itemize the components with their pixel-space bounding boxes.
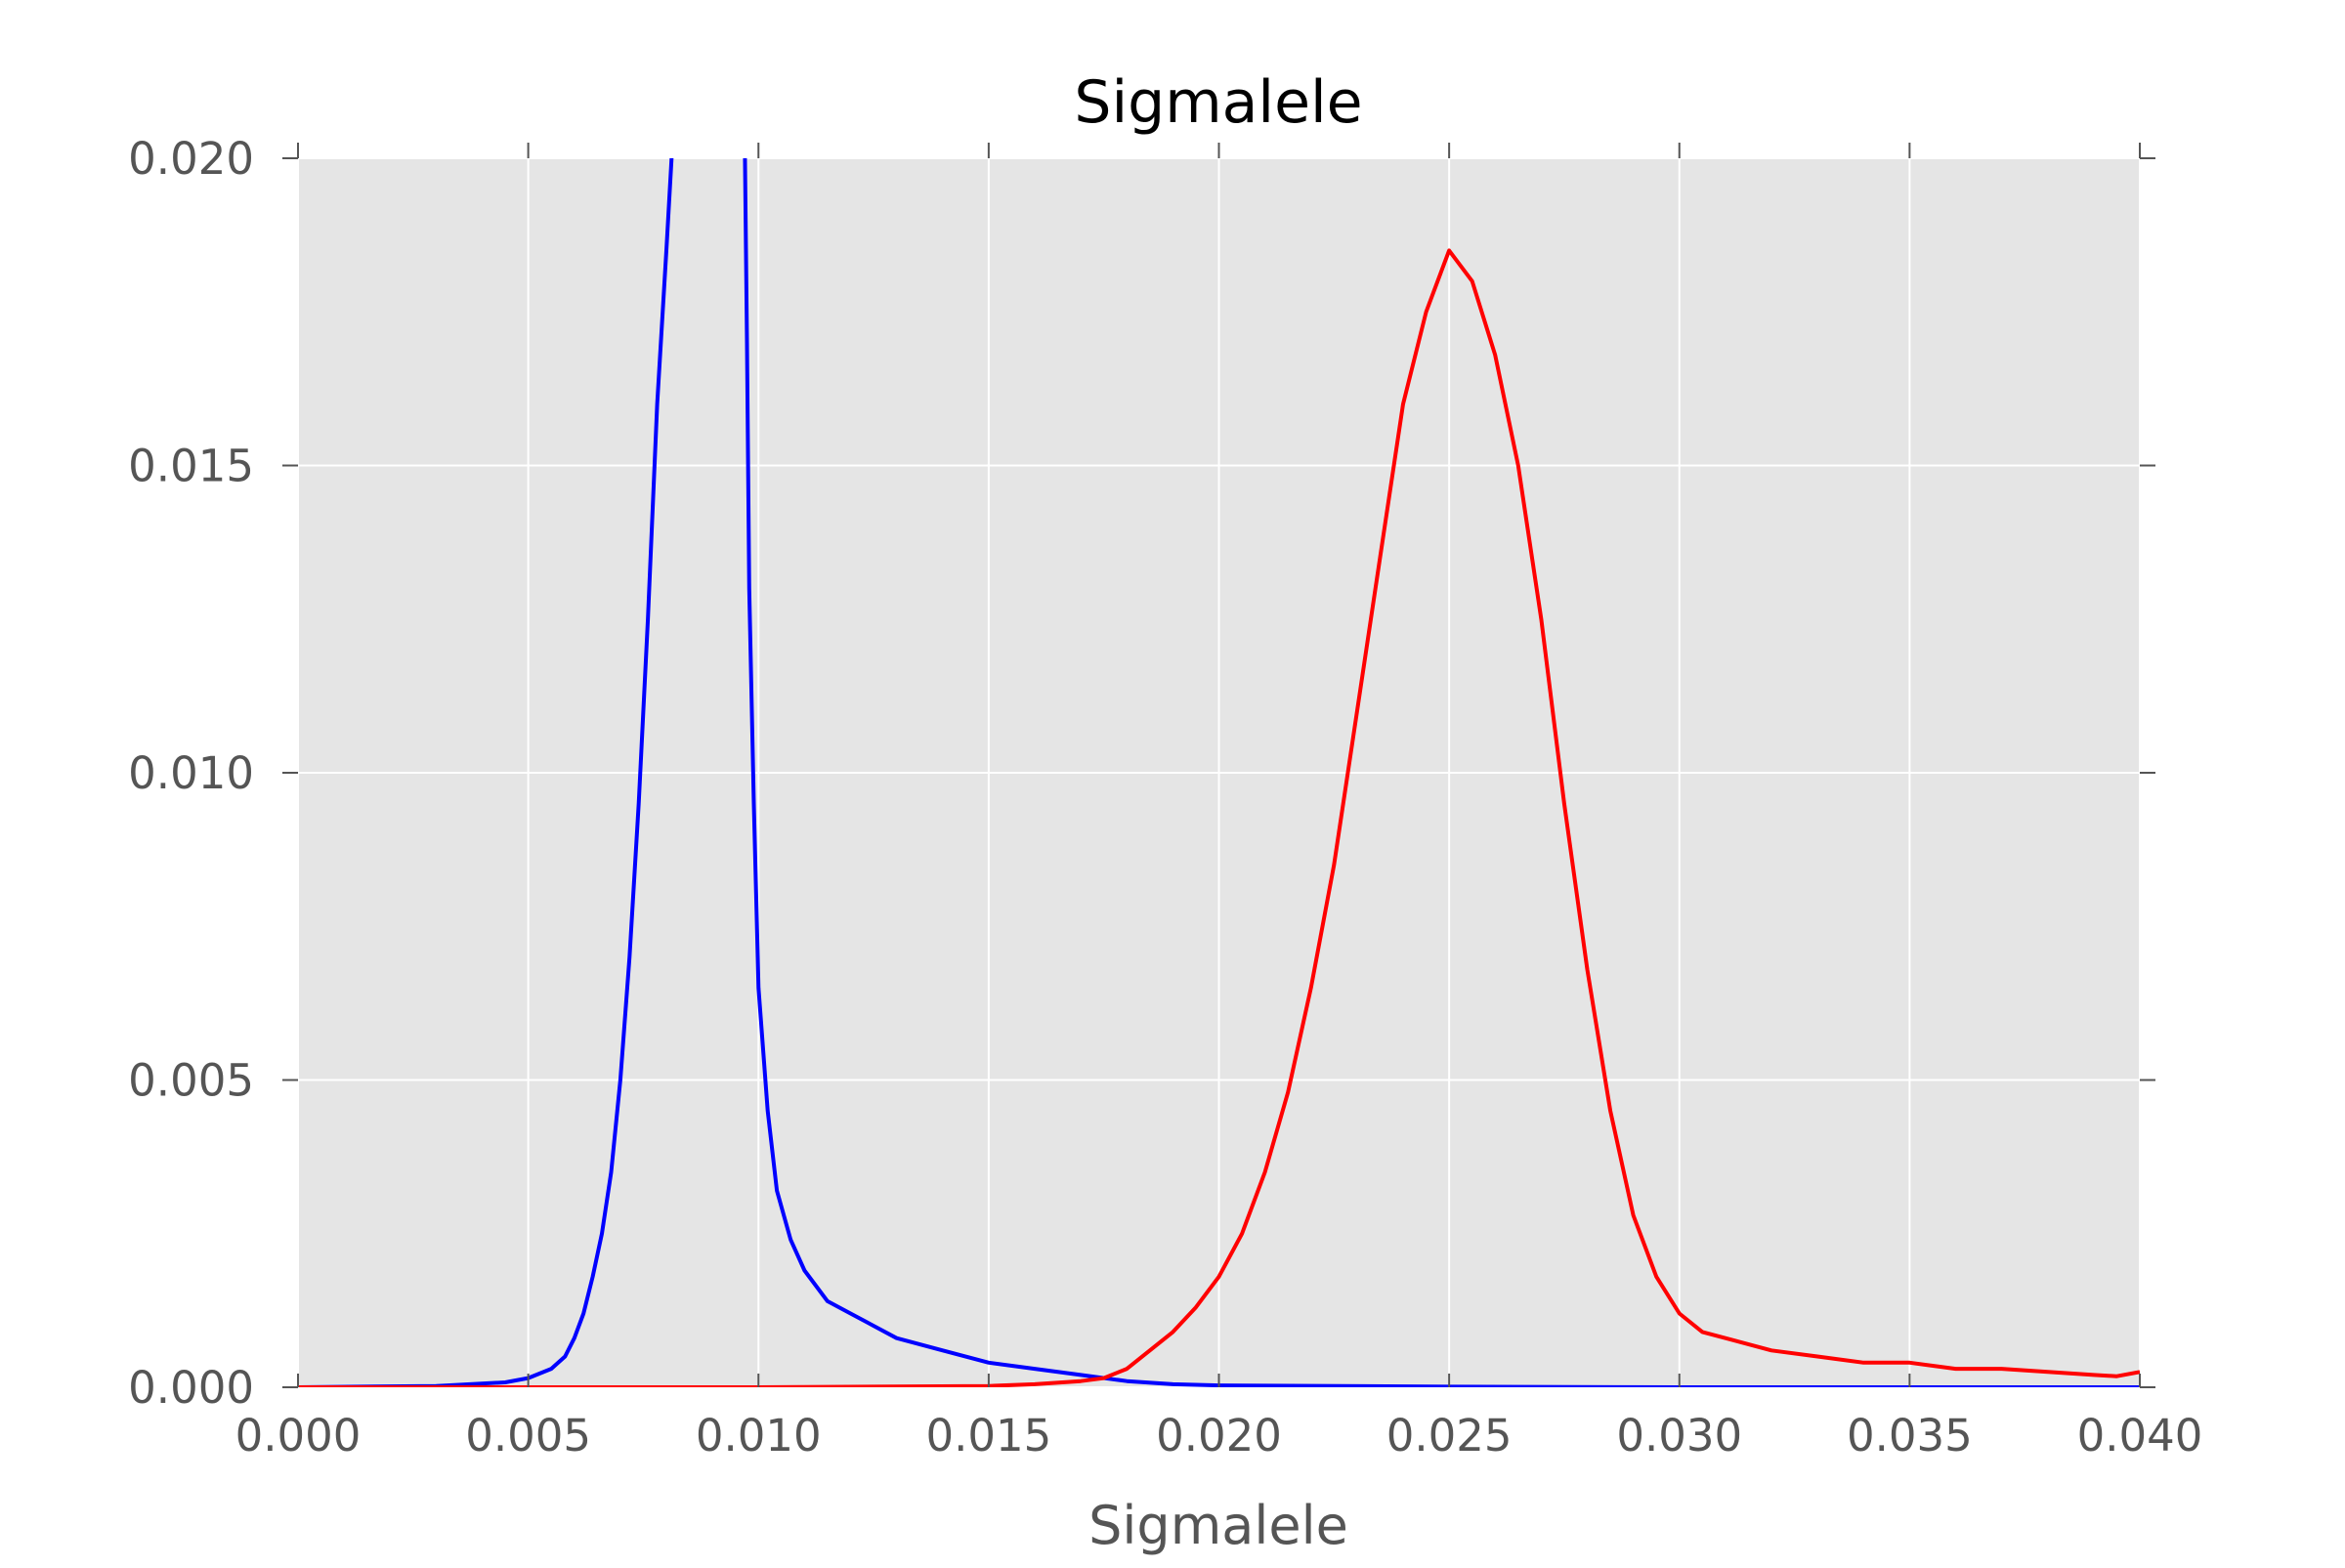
x-tick-label: 0.025	[1386, 1410, 1513, 1462]
series-line-2	[298, 248, 2140, 1387]
series-line-1	[298, 158, 2140, 1387]
chart-title: Sigmalele	[1074, 68, 1362, 137]
y-axis: 0.000 0.005 0.010 0.015 0.020	[128, 133, 2155, 1414]
y-tick-label: 0.020	[128, 133, 254, 185]
x-tick-label: 0.000	[235, 1410, 362, 1462]
series-lines	[298, 158, 2140, 1387]
y-tick-label: 0.010	[128, 747, 254, 799]
y-tick-label: 0.005	[128, 1055, 254, 1107]
x-tick-label: 0.005	[465, 1410, 591, 1462]
y-tick-label: 0.000	[128, 1362, 254, 1414]
y-tick-label: 0.015	[128, 441, 254, 492]
x-tick-label: 0.030	[1616, 1410, 1742, 1462]
plot-area	[297, 157, 2141, 1388]
x-tick-label: 0.035	[1847, 1410, 1973, 1462]
x-axis: 0.000 0.005 0.010 0.015 0.020 0.025 0.030 0.035…	[235, 143, 2203, 1462]
x-tick-label: 0.010	[696, 1410, 822, 1462]
x-tick-label: 0.015	[925, 1410, 1051, 1462]
x-tick-label: 0.020	[1156, 1410, 1282, 1462]
x-axis-label: Sigmalele	[1088, 1495, 1348, 1556]
x-tick-label: 0.040	[2077, 1410, 2203, 1462]
